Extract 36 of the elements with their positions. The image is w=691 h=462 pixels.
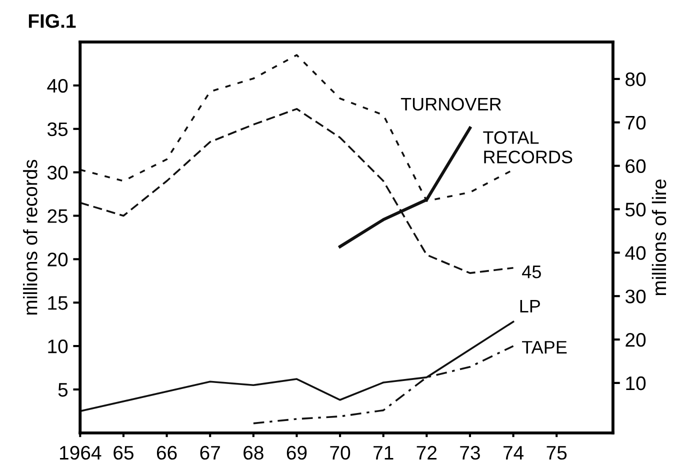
y2-tick-label: 10 (626, 376, 646, 390)
x-tick-label: 71 (374, 446, 394, 460)
x-tick-label: 66 (156, 446, 177, 460)
x-tick-label: 72 (416, 446, 437, 460)
y-tick-label: 15 (48, 296, 68, 310)
y-tick-label: 25 (48, 209, 68, 223)
x-tick-label: 68 (244, 446, 264, 460)
y-tick-label: 35 (47, 122, 68, 136)
y2-tick-label: 20 (626, 332, 646, 347)
x-tick-label: 70 (330, 446, 350, 460)
y-tick-label: 10 (48, 340, 68, 354)
x-tick-label: 75 (546, 446, 567, 460)
x-tick-label: 1964 (60, 446, 102, 460)
series-label: LP (520, 300, 540, 312)
y-tick-label: 20 (48, 252, 68, 266)
y2-axis-title: millions of lire (652, 179, 666, 296)
y2-tick-label: 40 (625, 246, 646, 260)
y-tick-label: 5 (58, 383, 68, 397)
series-label: TAPE (522, 341, 567, 354)
x-tick-label: 69 (286, 446, 307, 460)
y-tick-label: 40 (47, 78, 68, 93)
x-tick-label: 67 (200, 446, 220, 460)
y2-tick-label: 80 (626, 72, 646, 86)
y-axis-title: millions of records (23, 160, 38, 315)
series-label: 45 (522, 266, 541, 278)
series-label: TURNOVER (400, 98, 502, 111)
x-tick-label: 73 (460, 446, 480, 460)
y2-tick-label: 30 (625, 290, 646, 304)
y2-tick-label: 50 (626, 202, 646, 216)
x-tick-label: 65 (114, 446, 134, 460)
x-tick-label: 74 (503, 446, 524, 460)
series-label: TOTAL RECORDS (483, 131, 572, 164)
chart-title: FIG.1 (28, 14, 76, 28)
y-tick-label: 30 (47, 166, 68, 180)
y2-tick-label: 70 (626, 116, 646, 130)
y2-tick-label: 60 (626, 159, 646, 174)
